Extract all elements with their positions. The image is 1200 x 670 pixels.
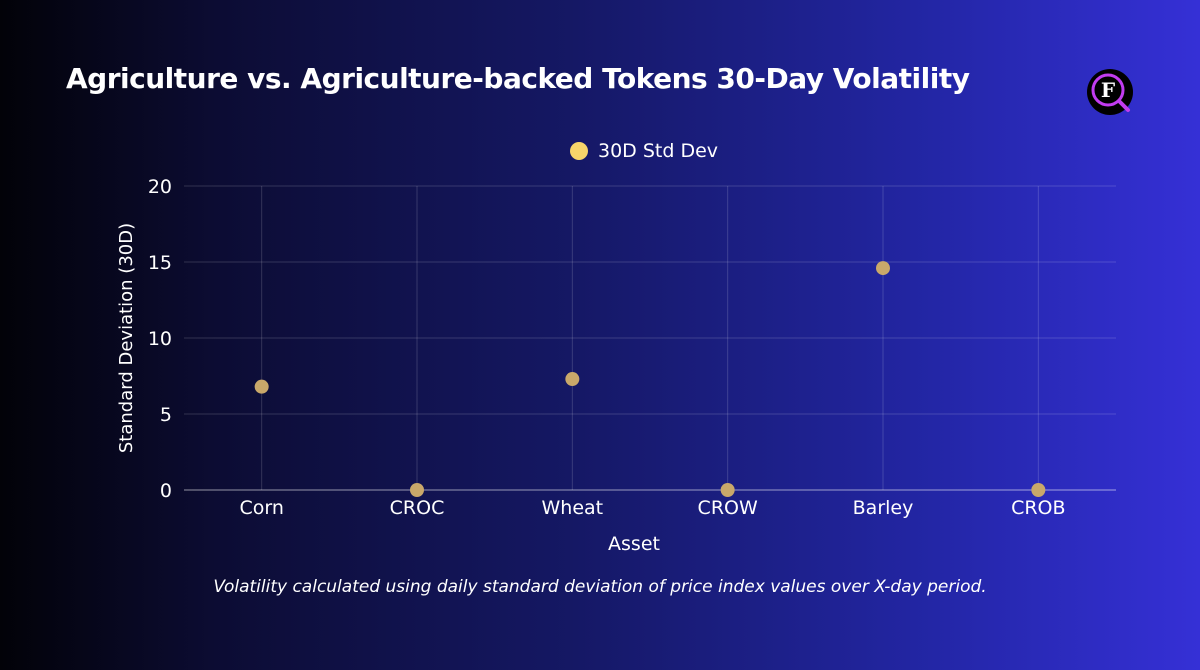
- footnote: Volatility calculated using daily standa…: [213, 577, 987, 597]
- chart-title: Agriculture vs. Agriculture-backed Token…: [66, 62, 970, 95]
- data-point: [565, 372, 580, 387]
- data-point: [720, 483, 735, 497]
- f-monogram-magnifier-icon: F: [1087, 69, 1133, 115]
- logo: F: [1086, 68, 1134, 116]
- y-tick-label: 20: [148, 176, 172, 198]
- data-point: [1031, 483, 1046, 497]
- y-axis-title: Standard Deviation (30D): [116, 223, 137, 453]
- x-tick-label: CROC: [390, 497, 445, 519]
- x-tick-label: CROB: [1011, 497, 1065, 519]
- x-tick-label: CROW: [698, 497, 758, 519]
- x-tick-label: Wheat: [542, 497, 604, 519]
- x-tick-label: Corn: [239, 497, 283, 519]
- legend-marker: [570, 142, 588, 160]
- y-tick-label: 5: [160, 404, 172, 426]
- x-tick-label: Barley: [853, 497, 914, 519]
- logo-letter: F: [1101, 78, 1115, 102]
- y-tick-label: 15: [148, 252, 172, 274]
- data-point: [410, 483, 424, 497]
- legend: 30D Std Dev: [570, 140, 718, 162]
- y-tick-label: 10: [148, 328, 172, 350]
- data-point: [254, 379, 269, 394]
- y-tick-label: 0: [160, 480, 172, 502]
- data-point: [876, 261, 890, 276]
- x-axis-title: Asset: [608, 533, 660, 555]
- legend-label: 30D Std Dev: [598, 140, 719, 162]
